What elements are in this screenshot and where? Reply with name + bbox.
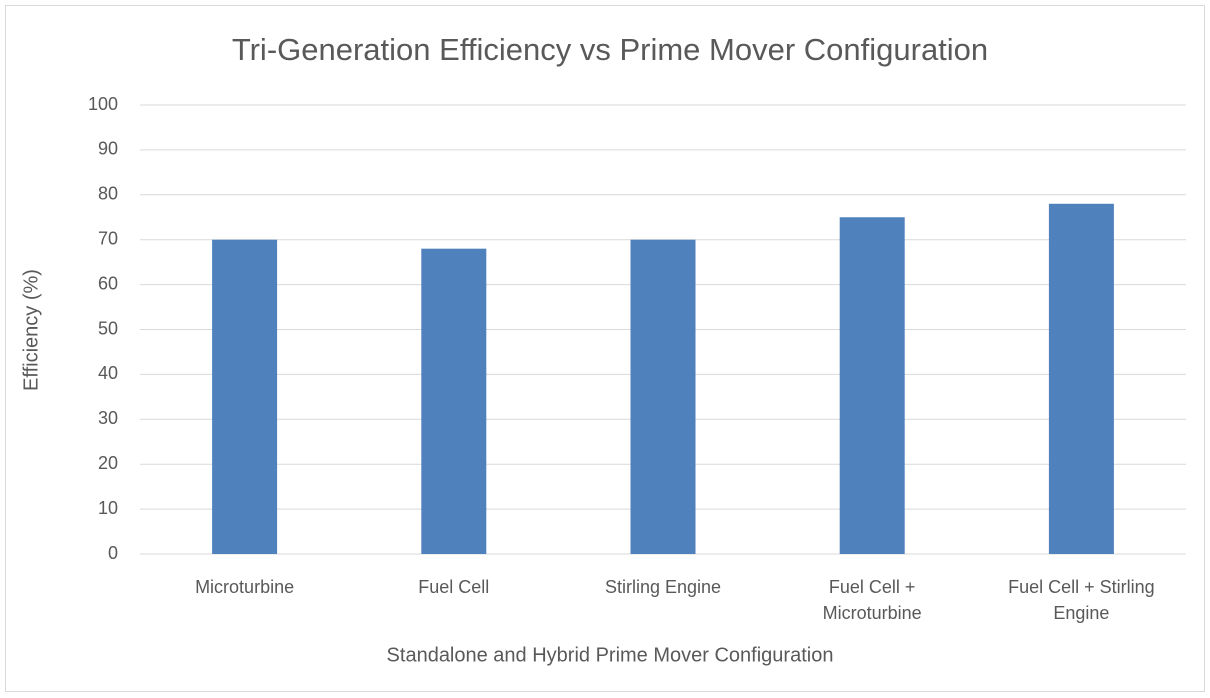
- y-tick-label: 80: [98, 184, 118, 204]
- y-tick-label: 90: [98, 139, 118, 159]
- y-tick-label: 100: [88, 94, 118, 114]
- y-tick-label: 20: [98, 453, 118, 473]
- y-tick-label: 0: [108, 543, 118, 563]
- y-tick-label: 70: [98, 228, 118, 248]
- y-tick-label: 50: [98, 318, 118, 338]
- x-axis-title: Standalone and Hybrid Prime Mover Config…: [387, 644, 834, 666]
- y-tick-label: 40: [98, 363, 118, 383]
- x-tick-label: Fuel Cell + Stirling Engine: [1008, 577, 1155, 623]
- chart-title: Tri-Generation Efficiency vs Prime Mover…: [232, 32, 988, 67]
- y-tick-label: 10: [98, 498, 118, 518]
- y-tick-label: 60: [98, 273, 118, 293]
- bar: [1048, 203, 1114, 554]
- x-tick-label: Fuel Cell: [418, 577, 490, 597]
- x-tick-label: Stirling Engine: [604, 577, 722, 597]
- y-tick-label: 30: [98, 408, 118, 428]
- chart-border: [5, 5, 1205, 692]
- bar: [421, 248, 487, 554]
- bar: [630, 239, 696, 554]
- x-tick-label: Fuel Cell + Microturbine: [822, 577, 922, 623]
- y-axis-title: Efficiency (%): [20, 269, 42, 391]
- bar: [212, 239, 278, 554]
- x-tick-label: Microturbine: [195, 577, 295, 597]
- bar: [839, 217, 905, 554]
